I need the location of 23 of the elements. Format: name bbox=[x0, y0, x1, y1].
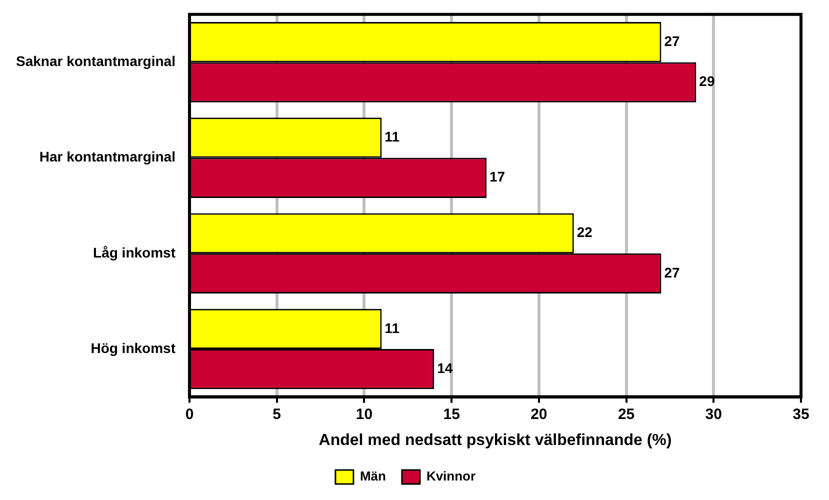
x-tick-label: 30 bbox=[705, 406, 722, 423]
data-label: 27 bbox=[664, 264, 680, 280]
y-tick-label: Har kontantmarginal bbox=[39, 148, 176, 165]
data-label: 27 bbox=[664, 32, 680, 49]
x-tick-label: 35 bbox=[792, 406, 810, 423]
y-tick-label: Saknar kontantmarginal bbox=[16, 53, 176, 70]
data-label: 17 bbox=[490, 168, 506, 185]
x-tick-label: 25 bbox=[618, 406, 635, 423]
x-axis-title: Andel med nedsatt psykiskt välbefinnande (%) bbox=[318, 432, 672, 449]
legend-label: Kvinnor bbox=[426, 468, 476, 484]
data-label: 11 bbox=[384, 320, 400, 336]
data-label: 29 bbox=[699, 73, 715, 90]
legend-label: Män bbox=[360, 468, 386, 484]
y-tick-label: Hög inkomst bbox=[90, 340, 176, 356]
x-tick-label: 0 bbox=[185, 406, 194, 423]
x-tick-label: 15 bbox=[443, 406, 460, 423]
data-label: 22 bbox=[576, 224, 593, 240]
y-tick-label: Låg inkomst bbox=[93, 244, 176, 260]
data-label: 14 bbox=[437, 360, 453, 376]
data-label: 11 bbox=[384, 128, 400, 145]
x-tick-label: 5 bbox=[272, 406, 282, 423]
x-tick-label: 10 bbox=[356, 406, 373, 423]
x-tick-label: 20 bbox=[530, 406, 548, 423]
